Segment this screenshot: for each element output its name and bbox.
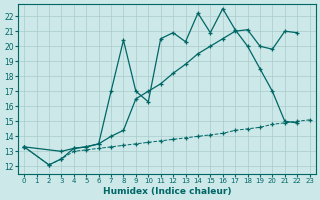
X-axis label: Humidex (Indice chaleur): Humidex (Indice chaleur) [103,187,231,196]
